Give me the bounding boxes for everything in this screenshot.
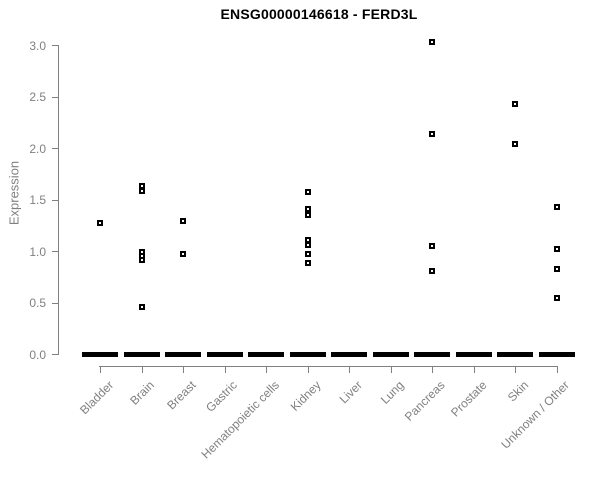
zero-cluster-bar [414, 352, 450, 357]
x-tick-mark [100, 366, 101, 373]
zero-cluster-bar [248, 352, 284, 357]
x-tick-mark [349, 366, 350, 373]
y-tick-label: 1.5 [29, 193, 46, 207]
y-tick-label: 1.0 [29, 244, 46, 259]
x-tick-mark [432, 366, 433, 373]
zero-cluster-bar [206, 352, 243, 357]
data-point [512, 100, 518, 107]
y-tick-label: 0.0 [29, 347, 46, 362]
data-point [304, 189, 311, 196]
data-point [553, 295, 560, 302]
y-tick-mark [52, 199, 58, 201]
data-point [304, 251, 311, 258]
data-point [304, 236, 311, 243]
x-tick-mark [224, 366, 226, 373]
data-point [304, 241, 311, 248]
x-category-label: Bladder [76, 378, 116, 418]
y-tick-label: 2.0 [29, 141, 46, 156]
data-point [138, 188, 145, 195]
data-point [304, 205, 311, 212]
zero-cluster-bar [289, 352, 326, 357]
y-tick-mark [52, 45, 58, 46]
data-point [138, 303, 145, 310]
x-tick-mark [390, 366, 392, 373]
data-point [512, 140, 518, 147]
zero-cluster-bar [82, 352, 118, 357]
x-category-label: Brain [127, 378, 158, 408]
x-category-label: Kidney [287, 378, 324, 414]
data-point [429, 38, 435, 45]
chart-title: ENSG00000146618 - FERD3L [220, 6, 418, 22]
x-category-label: Skin [504, 378, 531, 405]
data-point [304, 260, 311, 267]
x-tick-mark [183, 366, 184, 373]
x-category-label: Liver [336, 378, 365, 407]
x-category-label: Lung [377, 378, 407, 407]
data-point [429, 130, 435, 137]
data-point [553, 245, 560, 252]
zero-cluster-bar [331, 352, 367, 357]
y-tick-label: 3.0 [29, 38, 46, 53]
y-axis-line [58, 45, 59, 355]
x-tick-mark [141, 366, 143, 373]
x-category-label: Breast [164, 378, 199, 413]
zero-cluster-bar [497, 352, 533, 357]
x-axis-line [99, 366, 558, 367]
zero-cluster-bar [538, 352, 575, 357]
x-category-label: Hematopoietic cells [198, 378, 282, 462]
data-point [429, 242, 435, 249]
y-tick-label: 0.5 [29, 296, 46, 310]
data-point [553, 265, 560, 272]
data-point [138, 257, 145, 264]
data-point [97, 220, 103, 227]
x-tick-mark [556, 366, 558, 373]
x-tick-mark [473, 366, 475, 373]
y-tick-mark [52, 251, 58, 252]
zero-cluster-bar [123, 352, 160, 357]
x-category-label: Pancreas [402, 378, 448, 424]
x-tick-mark [266, 366, 267, 373]
data-point [429, 267, 435, 274]
y-tick-mark [52, 302, 58, 304]
zero-cluster-bar [372, 352, 409, 357]
zero-cluster-bar [165, 352, 201, 357]
data-point [553, 203, 560, 210]
y-tick-mark [52, 96, 58, 98]
data-point [304, 211, 311, 218]
y-tick-mark [52, 148, 58, 149]
x-tick-mark [515, 366, 516, 373]
x-category-label: Prostate [447, 378, 490, 420]
data-point [138, 183, 145, 190]
x-category-label: Gastric [203, 378, 241, 415]
data-point [180, 218, 186, 225]
y-tick-mark [52, 354, 58, 355]
x-tick-mark [307, 366, 309, 373]
zero-cluster-bar [455, 352, 492, 357]
y-tick-label: 2.5 [29, 90, 46, 104]
data-point [180, 251, 186, 258]
